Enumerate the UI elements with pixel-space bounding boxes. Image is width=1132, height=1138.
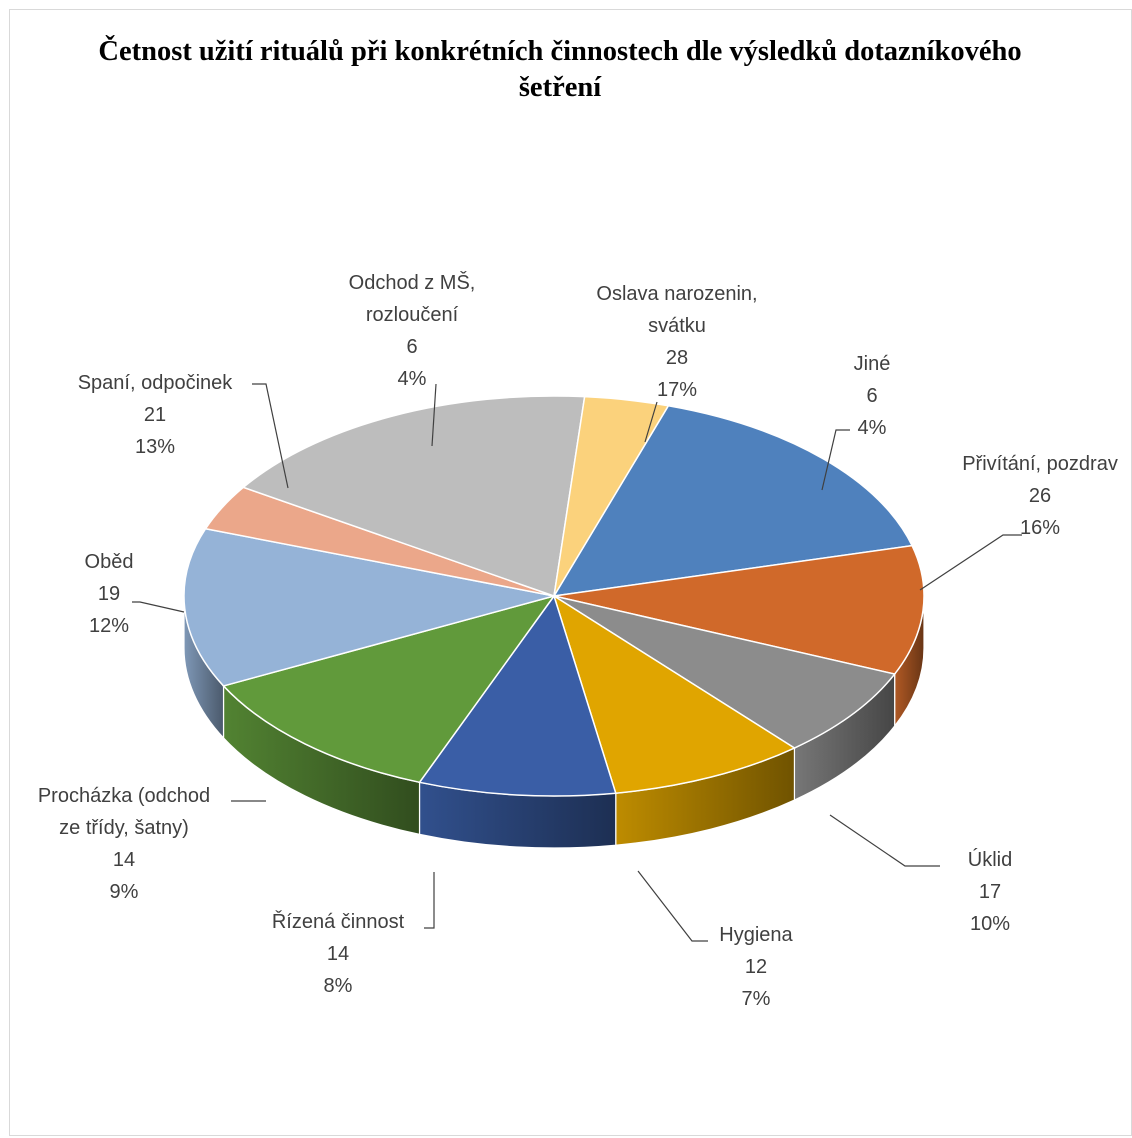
- slice-label: Spaní, odpočinek: [78, 372, 234, 394]
- data-label-hygiena: Hygiena 12 7%: [719, 924, 793, 1010]
- data-label-odchod-z-ms-rozlouceni: Odchod z MŠ, rozloučení 6 4%: [349, 271, 476, 390]
- data-label-oslava-narozenin-svatku: Oslava narozenin, svátku 28 17%: [596, 283, 757, 401]
- slice-percent: 13%: [135, 436, 175, 458]
- slice-oslava-narozenin-svatku: [241, 395, 586, 598]
- slice-prochazka-odchod-ze-tridy-satny: [418, 594, 617, 797]
- leader-line-hygiena: [637, 870, 708, 942]
- data-label-rizena-cinnost: Řízená činnost 14 8%: [272, 910, 405, 997]
- slice-percent: 16%: [1020, 517, 1060, 539]
- slice-label: Hygiena: [719, 924, 793, 946]
- data-labels: Přivítání, pozdrav 26 16% Úklid 17 10% Hygiena…: [38, 271, 1118, 1010]
- slice-label: Jiné: [854, 353, 891, 375]
- slice-uklid: [553, 544, 925, 675]
- slice-label: Přivítání, pozdrav: [962, 453, 1118, 475]
- slice-label: Odchod z MŠ,: [349, 271, 476, 294]
- data-label-privitani-pozdrav: Přivítání, pozdrav 26 16%: [962, 453, 1118, 539]
- slice-value: 14: [113, 849, 135, 871]
- leader-line-oslava-narozenin-svatku: [644, 401, 658, 443]
- pie-slices: [183, 395, 925, 797]
- slice-rizena-cinnost: [552, 594, 796, 794]
- slice-privitani-pozdrav: [552, 404, 914, 597]
- leader-lines: [132, 383, 1022, 942]
- slice-value: 28: [666, 347, 688, 369]
- slice-percent: 10%: [970, 913, 1010, 935]
- slice-label: Procházka (odchod: [38, 785, 210, 807]
- slice-value: 26: [1029, 485, 1051, 507]
- slice-percent: 7%: [742, 988, 771, 1010]
- leader-line-spani-odpocinek: [252, 383, 289, 489]
- chart-title: Četnost užití rituálů při konkrétních či…: [98, 36, 1022, 103]
- leader-line-jine: [821, 429, 850, 491]
- slice-percent: 4%: [398, 368, 427, 390]
- data-label-jine: Jiné 6 4%: [854, 353, 891, 439]
- slice-value: 14: [327, 943, 349, 965]
- leader-line-uklid: [829, 814, 940, 867]
- slice-label: ze třídy, šatny): [59, 817, 189, 839]
- slice-value: 17: [979, 881, 1001, 903]
- slice-percent: 12%: [89, 615, 129, 637]
- slice-label: Řízená činnost: [272, 910, 405, 933]
- slice-hygiena: [553, 595, 896, 749]
- slice-value: 6: [406, 336, 417, 358]
- slice-label: svátku: [648, 315, 706, 337]
- slice-value: 12: [745, 956, 767, 978]
- slice-value: 6: [866, 385, 877, 407]
- slice-jine: [553, 395, 670, 597]
- data-label-spani-odpocinek: Spaní, odpočinek 21 13%: [78, 372, 234, 458]
- slice-spani-odpocinek: [183, 527, 555, 687]
- slice-percent: 4%: [858, 417, 887, 439]
- slice-label: Oběd: [85, 551, 134, 573]
- slice-percent: 9%: [110, 881, 139, 903]
- slice-value: 21: [144, 404, 166, 426]
- slice-percent: 8%: [324, 975, 353, 997]
- slice-value: 19: [98, 583, 120, 605]
- leader-line-odchod-z-ms-rozlouceni: [431, 383, 437, 447]
- leader-line-obed: [132, 601, 185, 613]
- leader-line-privitani-pozdrav: [919, 534, 1022, 591]
- slice-label: Úklid: [968, 848, 1012, 871]
- slice-percent: 17%: [657, 379, 697, 401]
- slice-obed: [222, 594, 556, 784]
- leader-line-rizena-cinnost: [424, 872, 435, 929]
- data-label-obed: Oběd 19 12%: [85, 551, 134, 637]
- slice-label: Oslava narozenin,: [596, 283, 757, 305]
- data-label-uklid: Úklid 17 10%: [968, 848, 1012, 935]
- data-label-prochazka-odchod-ze-tridy-satny: Procházka (odchod ze třídy, šatny) 14 9%: [38, 785, 210, 903]
- slice-label: rozloučení: [366, 304, 459, 326]
